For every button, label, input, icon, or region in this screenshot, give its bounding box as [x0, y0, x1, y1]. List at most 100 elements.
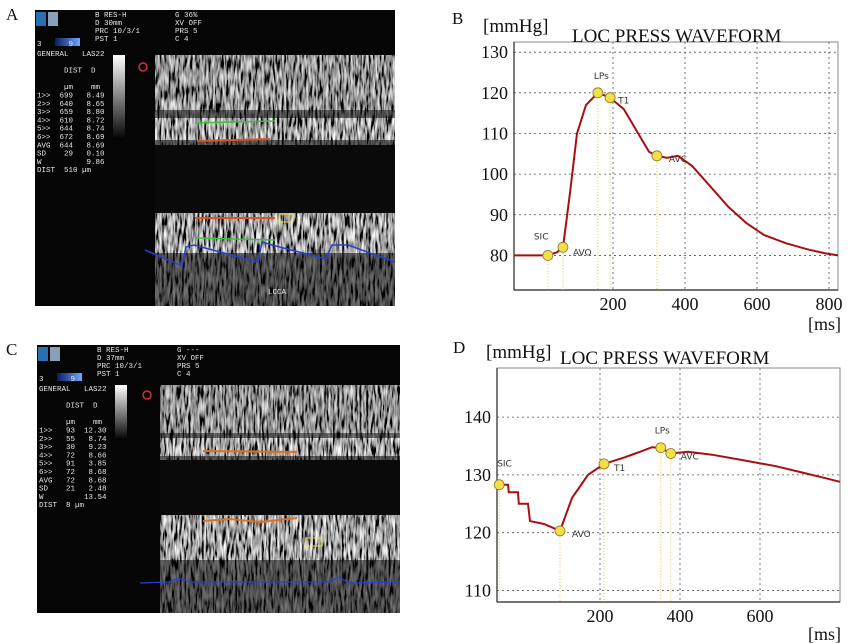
- y-tick-label: 120: [481, 83, 508, 103]
- measurement-text: AVG 644 8.69: [37, 142, 105, 150]
- header-text: PST 1: [95, 36, 118, 44]
- marker: [599, 459, 609, 469]
- measurement-text: 6>> 672 8.69: [37, 134, 105, 142]
- measurement-text: W 13.54: [39, 494, 107, 502]
- y-tick-label: 120: [464, 523, 491, 543]
- depth-scale: 3 9: [39, 376, 75, 384]
- measurement-text: DIST 8 µm: [39, 502, 85, 510]
- header-text: G 36%: [175, 12, 198, 20]
- marker: [494, 480, 504, 490]
- gray-scale-bar: [115, 385, 127, 440]
- header-text: XV OFF: [177, 355, 204, 363]
- marker: [656, 443, 666, 453]
- x-tick-label: 600: [747, 606, 774, 626]
- measurement-text: µm mm: [37, 84, 101, 92]
- marker-label: T1: [617, 97, 629, 107]
- header-text: D 30mm: [95, 20, 123, 28]
- panel-label: B: [452, 9, 463, 28]
- tissue: [155, 55, 395, 110]
- measurement-text: 3>> 659 8.80: [37, 109, 105, 117]
- header-text: PRC 10/3/1: [95, 28, 141, 36]
- panel-label: C: [6, 340, 17, 359]
- panel-label: A: [6, 5, 19, 24]
- header-text: B RES-H: [95, 12, 127, 20]
- measurement-text: 5>> 91 3.85: [39, 461, 107, 469]
- y-axis-label: [mmHg]: [483, 16, 548, 37]
- y-tick-label: 110: [465, 580, 491, 600]
- marker-label: SIC: [497, 460, 512, 470]
- marker: [666, 449, 676, 459]
- header-text: B RES-H: [97, 347, 129, 355]
- y-tick-label: 100: [481, 164, 508, 184]
- x-tick-label: 400: [672, 294, 699, 314]
- measurement-text: AVG 72 8.68: [39, 477, 107, 485]
- marker: [558, 242, 568, 252]
- chart-title: LOC PRESS WAVEFORM: [572, 26, 782, 47]
- gray-scale-bar: [113, 55, 125, 140]
- measurement-text: 1>> 699 8.49: [37, 93, 105, 101]
- measurement-text: GENERAL LAS22: [39, 386, 107, 394]
- x-axis-label: [ms]: [808, 314, 841, 334]
- lumen: [155, 145, 395, 213]
- measurement-text: µm mm: [39, 419, 103, 427]
- header-text: C 4: [177, 371, 191, 379]
- header-text: D 37mm: [97, 355, 125, 363]
- marker-label: AVO: [573, 248, 592, 258]
- y-tick-label: 80: [490, 245, 508, 265]
- y-tick-label: 130: [481, 42, 508, 62]
- chart-title: LOC PRESS WAVEFORM: [560, 348, 770, 369]
- near-wall: [160, 438, 400, 456]
- measurement-text: SD 29 0.10: [37, 151, 105, 159]
- marker: [543, 250, 553, 260]
- measurement-text: W 9.86: [37, 159, 105, 167]
- marker: [593, 88, 603, 98]
- figure: A 3 9 B RES-H G 36% D 30mm XV OFF PRC 10/3/1 PR…: [0, 0, 851, 643]
- measurement-text: DIST D: [37, 68, 96, 76]
- y-tick-label: 130: [464, 465, 491, 485]
- marker: [605, 93, 615, 103]
- icon: [50, 347, 60, 361]
- marker-label: LPs: [655, 427, 670, 437]
- x-axis-label: [ms]: [808, 624, 841, 643]
- measurement-text: 2>> 55 8.74: [39, 436, 107, 444]
- measurement-text: 5>> 644 8.74: [37, 126, 105, 134]
- x-tick-label: 800: [816, 294, 843, 314]
- vessel-label: LCCA: [268, 289, 287, 297]
- marker-label: SIC: [534, 232, 549, 242]
- measurement-text: DIST 510 µm: [37, 167, 92, 175]
- y-axis-label: [mmHg]: [486, 342, 551, 363]
- panel-label: D: [453, 338, 465, 357]
- x-tick-label: 200: [587, 606, 614, 626]
- measurement-text: 4>> 72 8.66: [39, 452, 107, 460]
- y-tick-label: 90: [490, 205, 508, 225]
- header-text: PRC 10/3/1: [97, 363, 143, 371]
- measurement-text: 3>> 30 9.23: [39, 444, 107, 452]
- measurement-text: SD 21 2.48: [39, 486, 107, 494]
- marker-label: AVC: [681, 453, 699, 463]
- depth-scale: 3 9: [37, 41, 73, 49]
- header-text: PRS 5: [177, 363, 200, 371]
- measurement-text: 4>> 610 8.72: [37, 117, 105, 125]
- marker-label: AVO: [572, 530, 591, 540]
- marker-label: LPs: [594, 72, 609, 82]
- header-text: PRS 5: [175, 28, 198, 36]
- y-tick-label: 110: [482, 123, 508, 143]
- plot-frame: [514, 42, 838, 290]
- measurement-text: DIST D: [39, 403, 98, 411]
- plot-frame: [497, 368, 840, 602]
- x-tick-label: 200: [600, 294, 627, 314]
- trace: [203, 451, 297, 452]
- x-tick-label: 400: [667, 606, 694, 626]
- header-text: XV OFF: [175, 20, 202, 28]
- y-tick-label: 140: [464, 407, 491, 427]
- marker: [555, 526, 565, 536]
- icon: [48, 12, 58, 26]
- far-wall: [160, 515, 400, 560]
- icon: [36, 12, 46, 26]
- measurement-text: 2>> 640 8.65: [37, 101, 105, 109]
- marker-label: AVC: [669, 155, 687, 165]
- lumen: [160, 460, 400, 515]
- header-text: G ---: [177, 347, 200, 355]
- x-tick-label: 600: [744, 294, 771, 314]
- icon: [38, 347, 48, 361]
